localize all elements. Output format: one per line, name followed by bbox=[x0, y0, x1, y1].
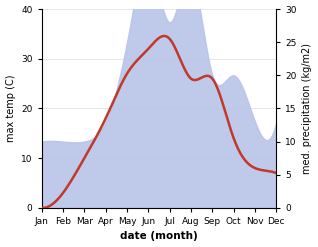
Y-axis label: med. precipitation (kg/m2): med. precipitation (kg/m2) bbox=[302, 43, 313, 174]
X-axis label: date (month): date (month) bbox=[120, 231, 198, 242]
Y-axis label: max temp (C): max temp (C) bbox=[5, 75, 16, 142]
